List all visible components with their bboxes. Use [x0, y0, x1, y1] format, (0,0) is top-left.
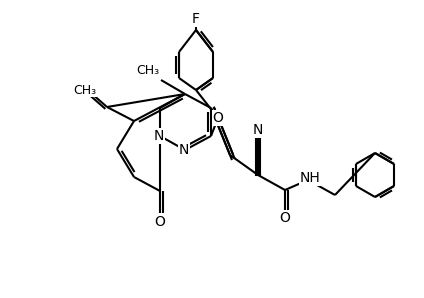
Text: CH₃: CH₃ [137, 63, 159, 77]
Text: O: O [212, 111, 223, 125]
Text: N: N [253, 123, 263, 137]
Text: CH₃: CH₃ [73, 83, 97, 97]
Text: N: N [179, 143, 189, 157]
Text: O: O [279, 211, 290, 225]
Text: NH: NH [300, 171, 321, 185]
Text: N: N [154, 129, 164, 143]
Text: F: F [192, 12, 200, 26]
Text: O: O [155, 215, 165, 229]
